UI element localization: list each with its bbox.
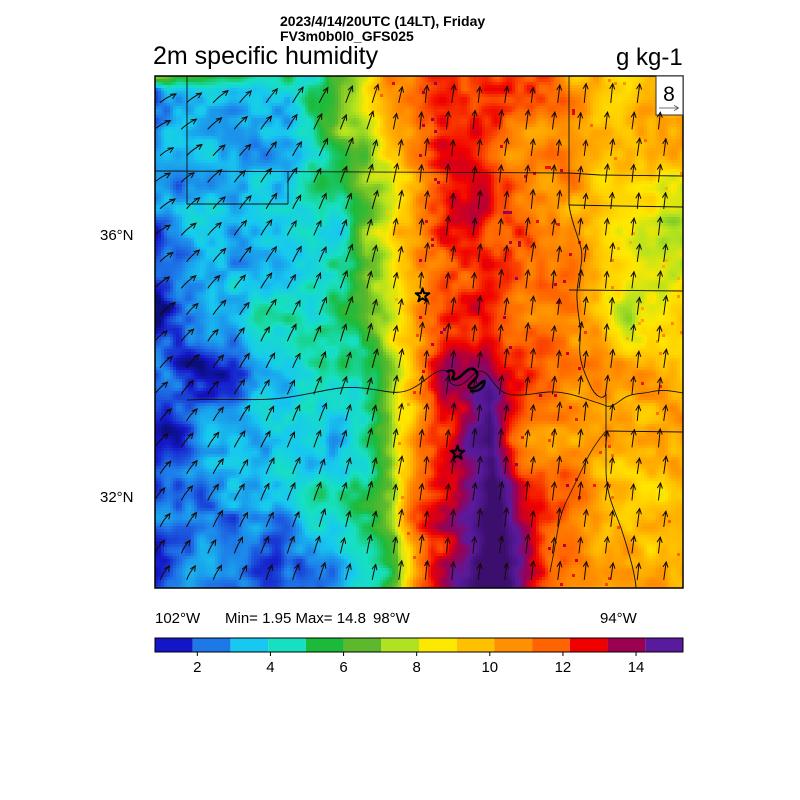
svg-text:12: 12 bbox=[555, 659, 572, 676]
svg-text:14: 14 bbox=[628, 659, 645, 676]
svg-text:2: 2 bbox=[193, 659, 201, 676]
svg-text:8: 8 bbox=[413, 659, 421, 676]
svg-text:4: 4 bbox=[266, 659, 274, 676]
svg-text:10: 10 bbox=[481, 659, 498, 676]
svg-text:6: 6 bbox=[339, 659, 347, 676]
